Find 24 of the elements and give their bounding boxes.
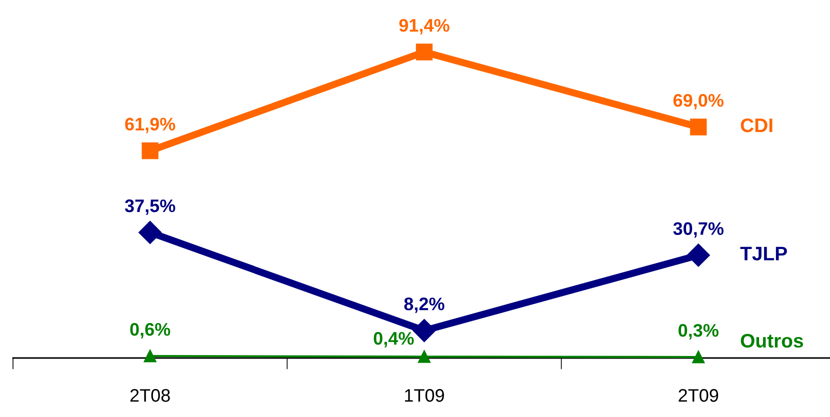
data-label: 0,4% xyxy=(374,332,414,348)
x-tick-label: 2T09 xyxy=(678,389,718,402)
data-label: 8,2% xyxy=(404,298,444,313)
text: Outros xyxy=(740,334,804,348)
point xyxy=(686,244,710,267)
data-label: 91,4% xyxy=(399,18,450,34)
point xyxy=(692,350,705,364)
point xyxy=(416,44,433,60)
point xyxy=(412,319,436,342)
data-label: 30,7% xyxy=(673,222,724,238)
data-label: 0,6% xyxy=(130,322,170,338)
series-label: TJLP xyxy=(740,246,787,260)
point xyxy=(138,220,162,244)
x-tick-label: 1T09 xyxy=(405,389,444,402)
data-label: 61,9% xyxy=(125,118,176,134)
point xyxy=(142,142,158,160)
data-label: 37,5% xyxy=(124,199,176,215)
point xyxy=(144,350,156,362)
x-tick-label: 2T08 xyxy=(130,389,170,402)
data-label: 69,0% xyxy=(673,94,724,110)
data-label: 0,3% xyxy=(678,324,719,340)
point xyxy=(690,118,707,136)
point xyxy=(418,350,430,363)
series-label: CDI xyxy=(740,118,772,132)
